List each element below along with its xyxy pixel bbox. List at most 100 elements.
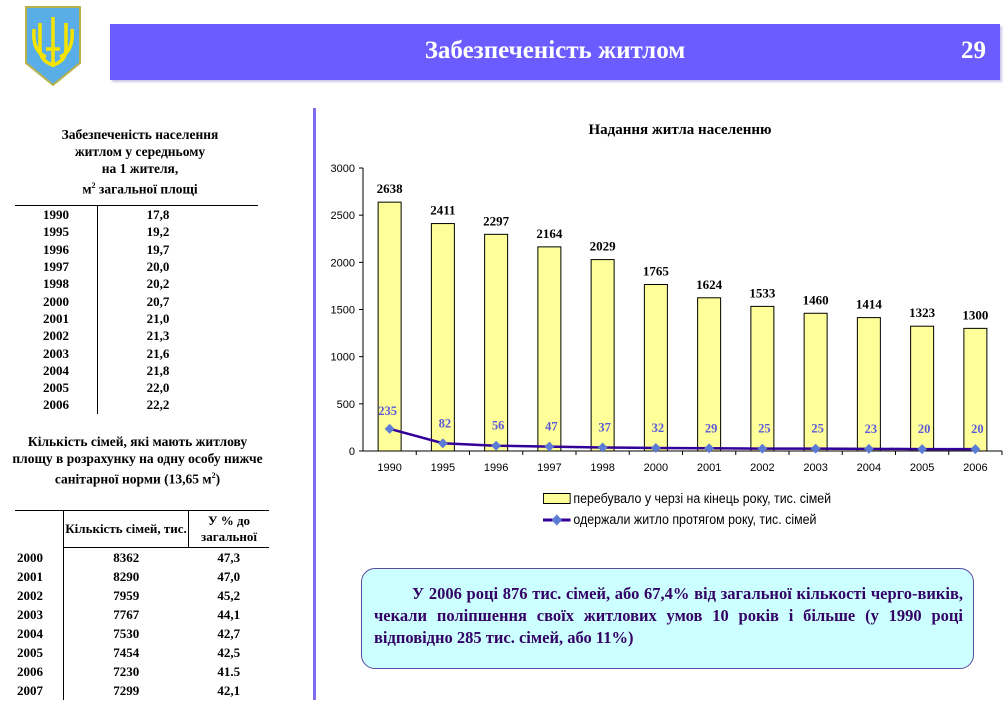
table-row: 2002 7959 45,2 [15,586,269,605]
x-tick-label: 2000 [644,462,668,474]
count-cell: 8290 [113,569,140,584]
year-cell: 2000 [15,292,98,310]
coat-of-arms-emblem [25,6,81,87]
count-cell: 8362 [113,550,140,565]
table1-title-line: на 1 жителя, [101,161,179,176]
vertical-divider [313,108,316,700]
year-cell: 2006 [15,396,98,414]
line-value-label: 25 [811,422,824,436]
col-header-count: Кількість сімей, тис. [63,510,189,548]
table-row: 2000 8362 47,3 [15,547,269,567]
percent-cell: 47,3 [217,550,241,565]
table2-title: Кількість сімей, які мають житлову площу… [10,433,265,488]
year-cell: 2001 [15,309,98,328]
year-cell: 2002 [15,327,98,345]
x-tick-label: 2001 [697,462,721,474]
bar-value-label: 1765 [643,264,670,279]
callout-note: У 2006 році 876 тис. сімей, або 67,4% ві… [361,568,974,669]
percent-cell: 45,2 [217,588,241,603]
value-cell: 21,3 [146,328,170,344]
table-row: 1996 19,7 [15,240,258,258]
line-value-label: 29 [705,421,718,435]
families-below-norm-table: Кількість сімей, тис. У % до загальної 2… [15,510,269,700]
legend-item-queue: перебувало у черзі на кінець року, тис. … [543,488,831,509]
table-row: 1990 17,8 [15,205,258,224]
x-tick-label: 2003 [803,462,827,474]
x-tick-label: 2004 [857,462,881,474]
year-cell: 1998 [15,275,98,293]
line-value-label: 25 [758,422,771,436]
year-cell: 2004 [15,361,98,379]
count-cell: 7299 [113,683,140,698]
legend-label: перебувало у черзі на кінець року, тис. … [573,491,832,506]
table-row: 2001 21,0 [15,309,258,328]
year-cell: 2001 [15,567,64,586]
y-tick-label: 0 [349,446,355,458]
line-value-label: 235 [378,404,397,418]
year-cell: 2000 [15,547,64,567]
table-row: 1998 20,2 [15,275,258,293]
percent-cell: 42,1 [217,683,241,698]
bar-value-label: 1624 [696,277,723,292]
percent-cell: 41.5 [217,664,241,679]
percent-cell: 47,0 [217,569,241,584]
x-tick-label: 1998 [590,462,614,474]
line-marker [597,442,608,453]
count-cell: 7454 [113,645,140,660]
bar-value-label: 1533 [749,285,776,300]
table-row: 2003 21,6 [15,344,258,362]
y-tick-label: 1500 [331,305,355,317]
unit-rest: загальної площі [95,181,198,197]
housing-per-capita-table: 1990 17,8 1995 19,2 1996 19,7 1997 20,0 1998 20,2… [15,205,258,414]
value-cell: 17,8 [146,207,170,223]
x-tick-label: 2005 [910,462,934,474]
count-cell: 7959 [113,588,140,603]
bar [377,201,402,452]
year-cell: 2006 [15,662,64,681]
percent-cell: 44,1 [217,607,241,622]
line-marker [544,441,555,452]
line-value-label: 32 [652,421,665,435]
line-marker [650,443,661,453]
count-cell: 7530 [113,626,140,641]
bar-value-label: 2411 [430,203,455,218]
percent-cell: 42,5 [217,645,241,660]
col-header-year [15,510,64,548]
bar-value-label: 2638 [377,181,404,196]
line-marker [917,444,928,455]
col-header-percent: У % до загальної [188,510,269,548]
year-cell: 2002 [15,586,64,605]
bar-value-label: 1460 [803,292,829,307]
table-row: 2000 20,7 [15,292,258,310]
line-value-label: 47 [545,420,558,434]
value-cell: 19,2 [146,224,170,240]
table-row: 2006 7230 41.5 [15,662,269,681]
chart-legend: перебувало у черзі на кінець року, тис. … [543,488,831,530]
table-row: 1997 20,0 [15,257,258,276]
year-cell: 2007 [15,681,64,700]
slide-header: Забезпеченість житлом 29 [110,24,1000,80]
table1-title: Забезпеченість населення житлом у середн… [20,126,260,198]
bar-value-label: 2164 [536,226,563,241]
y-tick-label: 1000 [331,352,355,364]
line-series [389,427,976,451]
count-cell: 7230 [113,664,140,679]
x-tick-label: 1990 [377,462,401,474]
bar-value-label: 2029 [590,239,617,254]
percent-cell: 42,7 [217,626,241,641]
table2-title-end: ) [215,471,221,487]
value-cell: 21,6 [146,345,170,361]
year-cell: 2005 [15,378,98,397]
value-cell: 20,7 [146,293,170,309]
legend-label: одержали житло протягом року, тис. сімей [573,512,817,527]
line-value-label: 20 [918,422,931,436]
value-cell: 21,8 [146,362,170,378]
year-cell: 1995 [15,223,98,241]
table-row: 2006 22,2 [15,396,258,414]
page-number: 29 [961,37,986,64]
table2-title-sup: 2 [211,471,216,480]
line-value-label: 37 [598,421,611,435]
table-row: 2007 7299 42,1 [15,681,269,700]
bar-value-label: 1414 [856,297,883,312]
table-row: 2002 21,3 [15,327,258,345]
